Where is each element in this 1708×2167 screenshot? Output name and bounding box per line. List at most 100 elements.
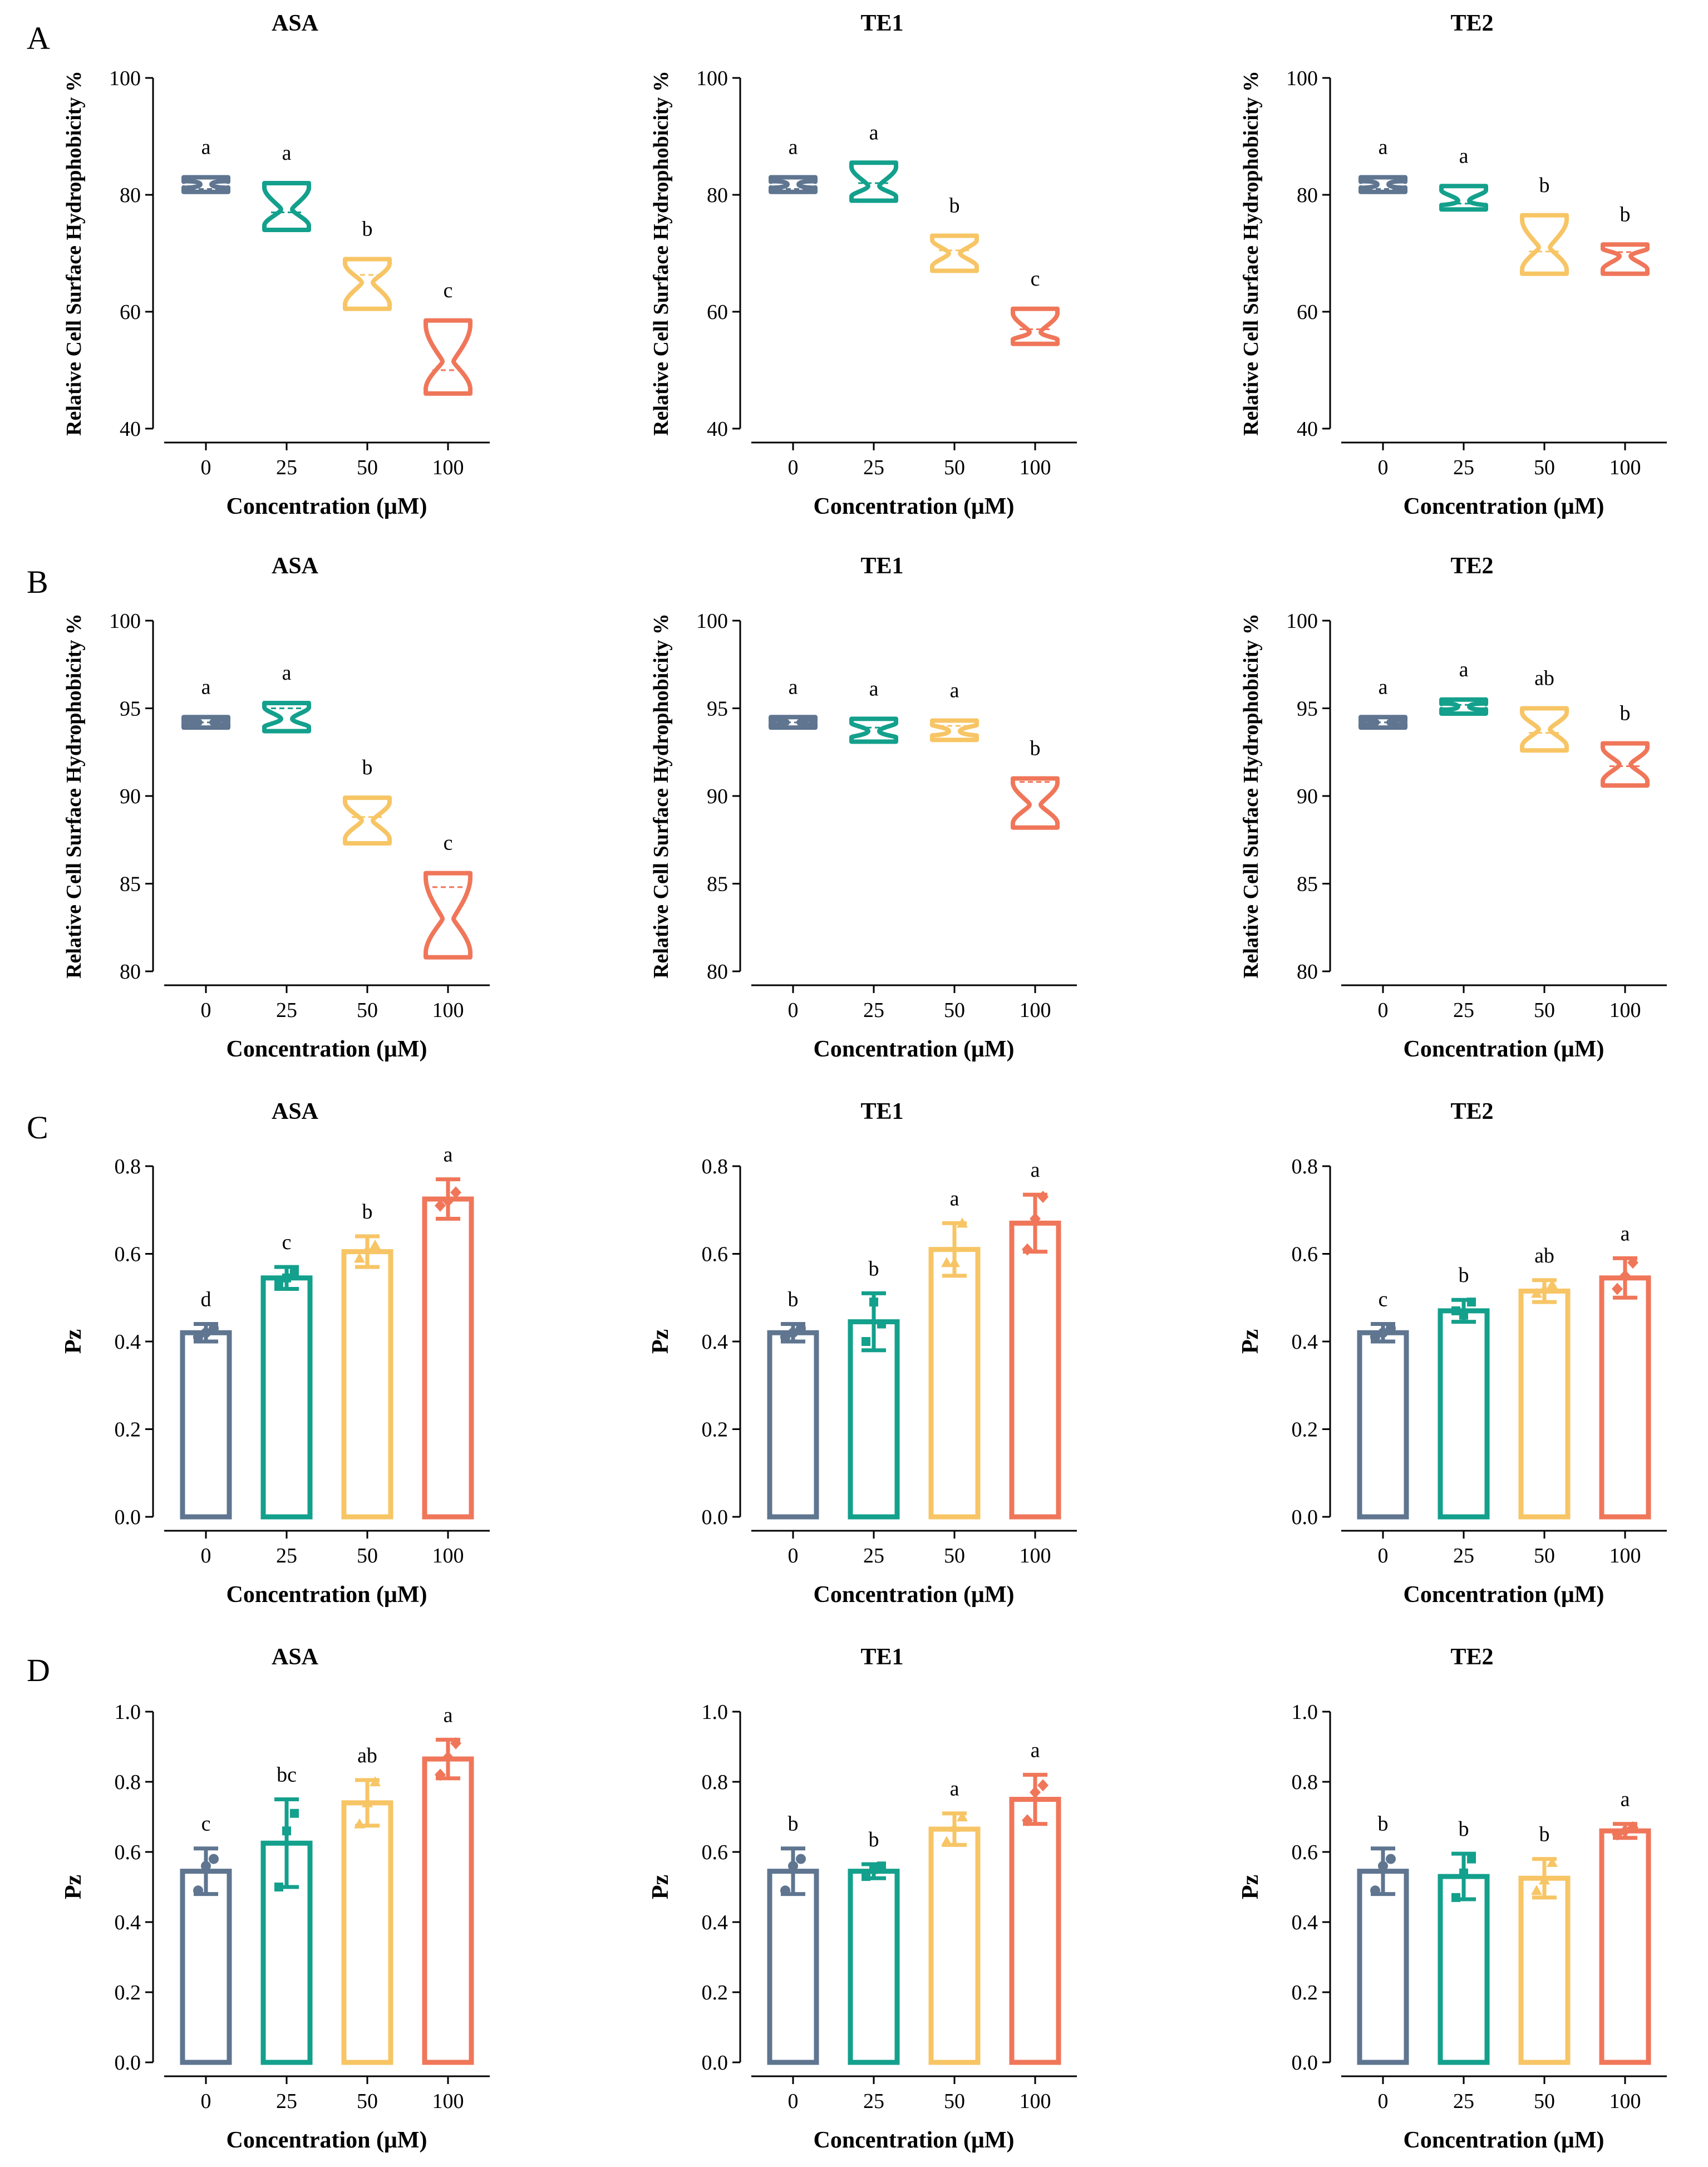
x-axis-label: Concentration (μM) bbox=[1404, 494, 1604, 519]
significance-label-2: ab bbox=[357, 1744, 377, 1767]
significance-label-1: a bbox=[869, 121, 879, 144]
x-tick-label: 25 bbox=[1453, 456, 1474, 479]
y-tick-label: 60 bbox=[707, 301, 728, 324]
significance-label-3: a bbox=[1031, 1158, 1040, 1182]
y-axis-label: Relative Cell Surface Hydrophobicity % bbox=[1239, 71, 1263, 436]
y-tick-label: 85 bbox=[707, 873, 728, 896]
data-point-0 bbox=[1370, 1332, 1380, 1343]
x-tick-label: 100 bbox=[1609, 2090, 1641, 2113]
y-tick-label: 80 bbox=[120, 184, 141, 207]
y-tick-label: 40 bbox=[120, 417, 141, 441]
y-tick-label: 100 bbox=[1286, 67, 1318, 90]
y-tick-label: 0.2 bbox=[702, 1418, 729, 1442]
y-tick-label: 0.8 bbox=[1292, 1155, 1318, 1178]
x-axis-label: Concentration (μM) bbox=[1404, 1036, 1604, 1062]
significance-label-1: c bbox=[282, 1231, 292, 1254]
y-tick-label: 0.6 bbox=[115, 1243, 141, 1266]
x-tick-label: 0 bbox=[788, 2090, 799, 2113]
x-tick-label: 100 bbox=[432, 2090, 464, 2113]
y-tick-label: 100 bbox=[109, 67, 141, 90]
data-point-1 bbox=[869, 1865, 878, 1874]
bar-0 bbox=[180, 1869, 232, 2065]
x-tick-label: 50 bbox=[357, 2090, 378, 2113]
data-point-3 bbox=[1627, 1256, 1638, 1269]
significance-label-1: a bbox=[282, 141, 292, 165]
data-point-1 bbox=[1467, 1298, 1476, 1307]
x-axis-label: Concentration (μM) bbox=[227, 2127, 427, 2153]
violin-2 bbox=[1520, 213, 1569, 276]
significance-label-1: a bbox=[869, 677, 879, 700]
y-tick-label: 90 bbox=[120, 785, 141, 808]
significance-label-3: c bbox=[444, 832, 453, 855]
y-tick-label: 0.2 bbox=[1292, 1418, 1318, 1442]
violin-3 bbox=[424, 871, 472, 960]
y-axis-label: Pz bbox=[648, 1329, 673, 1354]
y-tick-label: 0.4 bbox=[1292, 1330, 1318, 1354]
x-tick-label: 50 bbox=[1534, 999, 1555, 1022]
significance-label-2: a bbox=[950, 1777, 959, 1801]
y-tick-label: 80 bbox=[1297, 960, 1318, 984]
data-point-1 bbox=[290, 1809, 299, 1818]
significance-label-2: b bbox=[362, 218, 373, 241]
violin-3 bbox=[1601, 741, 1650, 788]
data-point-3 bbox=[1620, 1825, 1631, 1837]
bar-3 bbox=[422, 1196, 474, 1520]
x-tick-label: 50 bbox=[357, 456, 378, 479]
x-tick-label: 0 bbox=[201, 456, 211, 479]
data-point-1 bbox=[862, 1872, 870, 1881]
bar-3 bbox=[422, 1756, 474, 2065]
significance-label-3: b bbox=[1620, 203, 1631, 226]
x-tick-label: 100 bbox=[1020, 2090, 1051, 2113]
y-tick-label: 80 bbox=[707, 960, 728, 984]
data-point-3 bbox=[1037, 1779, 1049, 1792]
violin-1 bbox=[849, 716, 898, 744]
x-tick-label: 50 bbox=[357, 1544, 378, 1567]
x-tick-label: 0 bbox=[788, 456, 799, 479]
violin-0 bbox=[181, 175, 230, 194]
y-tick-label: 0.8 bbox=[702, 1155, 729, 1178]
violin-1 bbox=[1439, 697, 1488, 716]
y-tick-label: 0.8 bbox=[1292, 1771, 1318, 1794]
chart-title: TE1 bbox=[860, 1099, 903, 1124]
chart-title: TE2 bbox=[1450, 553, 1493, 579]
y-tick-label: 0.0 bbox=[702, 1506, 729, 1529]
significance-label-3: a bbox=[1031, 1738, 1040, 1762]
y-tick-label: 1.0 bbox=[1292, 1701, 1318, 1724]
x-tick-label: 50 bbox=[1534, 2090, 1555, 2113]
data-point-0 bbox=[193, 1332, 203, 1343]
data-point-0 bbox=[796, 1854, 806, 1864]
bar-2 bbox=[1518, 1875, 1571, 2065]
y-tick-label: 95 bbox=[120, 697, 141, 721]
significance-label-2: ab bbox=[1534, 1244, 1554, 1267]
data-point-0 bbox=[201, 1328, 211, 1338]
chart-C-TE1: TE1 0.0 0.2 0.4 0.6 0.8 0 25 50 100Concentration … bbox=[648, 1099, 1077, 1608]
x-tick-label: 0 bbox=[201, 999, 211, 1022]
x-tick-label: 50 bbox=[944, 456, 965, 479]
violin-1 bbox=[1439, 184, 1488, 212]
significance-label-0: b bbox=[788, 1288, 799, 1311]
significance-label-0: b bbox=[1378, 1812, 1389, 1836]
x-tick-label: 50 bbox=[1534, 456, 1555, 479]
chart-C-ASA: ASA 0.0 0.2 0.4 0.6 0.8 0 25 50 100Concentration … bbox=[61, 1099, 490, 1608]
data-point-0 bbox=[1370, 1885, 1380, 1896]
x-axis-label: Concentration (μM) bbox=[227, 1036, 427, 1062]
significance-label-0: a bbox=[789, 136, 798, 159]
data-point-3 bbox=[435, 1199, 446, 1212]
violin-0 bbox=[769, 175, 818, 194]
x-tick-label: 100 bbox=[1020, 999, 1051, 1022]
data-point-3 bbox=[442, 1195, 454, 1207]
significance-label-3: c bbox=[1031, 267, 1040, 291]
bar-0 bbox=[767, 1869, 819, 2065]
y-tick-label: 0.0 bbox=[1292, 2051, 1318, 2075]
data-point-1 bbox=[1451, 1893, 1460, 1902]
y-tick-label: 0.6 bbox=[702, 1841, 729, 1864]
significance-label-1: a bbox=[1459, 658, 1469, 681]
bar-2 bbox=[341, 1800, 393, 2065]
violin-1 bbox=[262, 701, 311, 734]
chart-D-ASA: ASA 0.0 0.2 0.4 0.6 0.8 1.0 0 25 50 100Concentrati… bbox=[61, 1644, 490, 2153]
y-tick-label: 0.6 bbox=[702, 1243, 729, 1266]
y-axis-label: Relative Cell Surface Hydrophobicity % bbox=[649, 71, 673, 436]
y-tick-label: 0.4 bbox=[702, 1330, 729, 1354]
data-point-2 bbox=[354, 1252, 365, 1263]
chart-title: TE2 bbox=[1450, 11, 1493, 36]
